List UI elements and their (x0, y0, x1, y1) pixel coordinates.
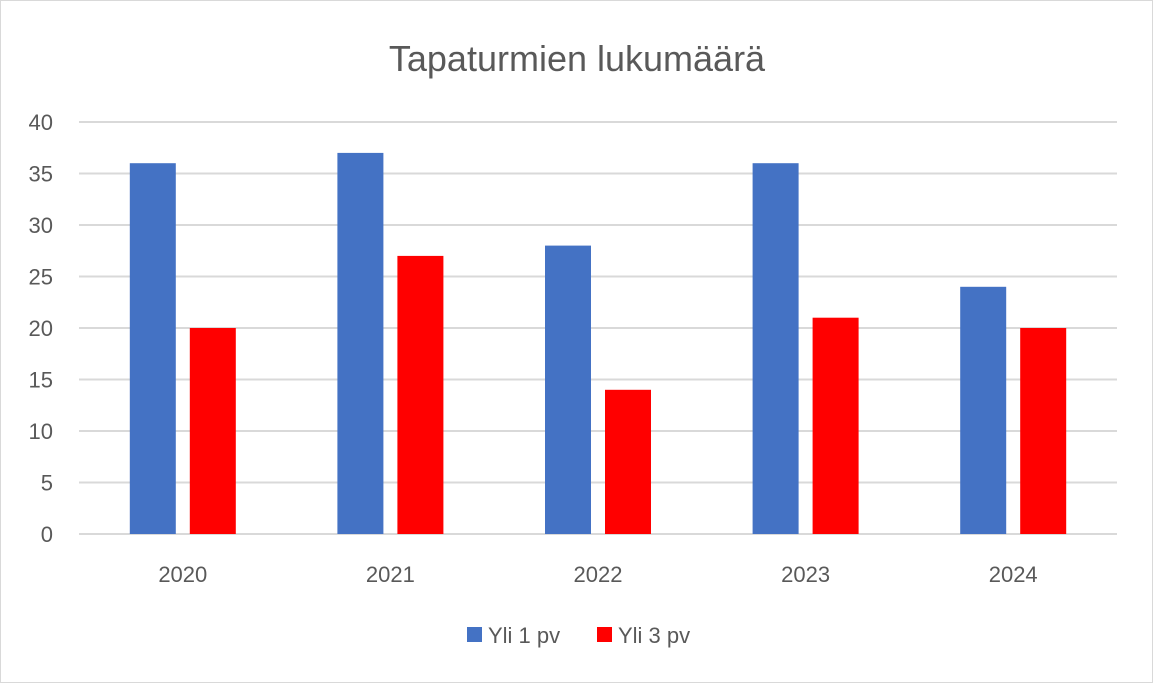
y-tick-label: 0 (41, 522, 53, 547)
y-tick-label: 25 (29, 265, 53, 290)
x-tick-label: 2021 (366, 562, 415, 587)
gridlines (79, 121, 1117, 535)
bar-yli-1-pv-2021 (337, 152, 384, 534)
bar-yli-3-pv-2024 (1020, 328, 1067, 534)
y-axis-ticks: 0 5 10 15 20 25 30 35 40 (29, 110, 53, 547)
y-tick-label: 35 (29, 162, 53, 187)
y-tick-label: 5 (41, 471, 53, 496)
legend-label: Yli 1 pv (488, 623, 560, 648)
x-tick-label: 2022 (574, 562, 623, 587)
x-tick-label: 2024 (989, 562, 1038, 587)
bar-yli-1-pv-2022 (545, 245, 591, 534)
y-tick-label: 30 (29, 213, 53, 238)
y-tick-label: 20 (29, 316, 53, 341)
bar-yli-1-pv-2020 (129, 163, 176, 534)
y-tick-label: 10 (29, 419, 53, 444)
bar-yli-3-pv-2021 (397, 255, 444, 534)
bar-yli-3-pv-2023 (812, 317, 859, 534)
y-tick-label: 40 (29, 110, 53, 135)
bar-yli-3-pv-2020 (189, 328, 236, 534)
x-tick-label: 2023 (781, 562, 830, 587)
chart-title: Tapaturmien lukumäärä (389, 38, 766, 79)
legend-label: Yli 3 pv (618, 623, 690, 648)
bar-yli-1-pv-2023 (752, 163, 799, 534)
legend: Yli 1 pv Yli 3 pv (467, 623, 690, 648)
y-tick-label: 15 (29, 368, 53, 393)
legend-swatch (597, 627, 612, 642)
legend-swatch (467, 627, 482, 642)
x-axis-ticks: 2020 2021 2022 2023 2024 (158, 562, 1037, 587)
bar-yli-1-pv-2024 (960, 286, 1007, 534)
x-tick-label: 2020 (158, 562, 207, 587)
bar-yli-3-pv-2022 (605, 389, 651, 534)
bars (129, 152, 1067, 534)
